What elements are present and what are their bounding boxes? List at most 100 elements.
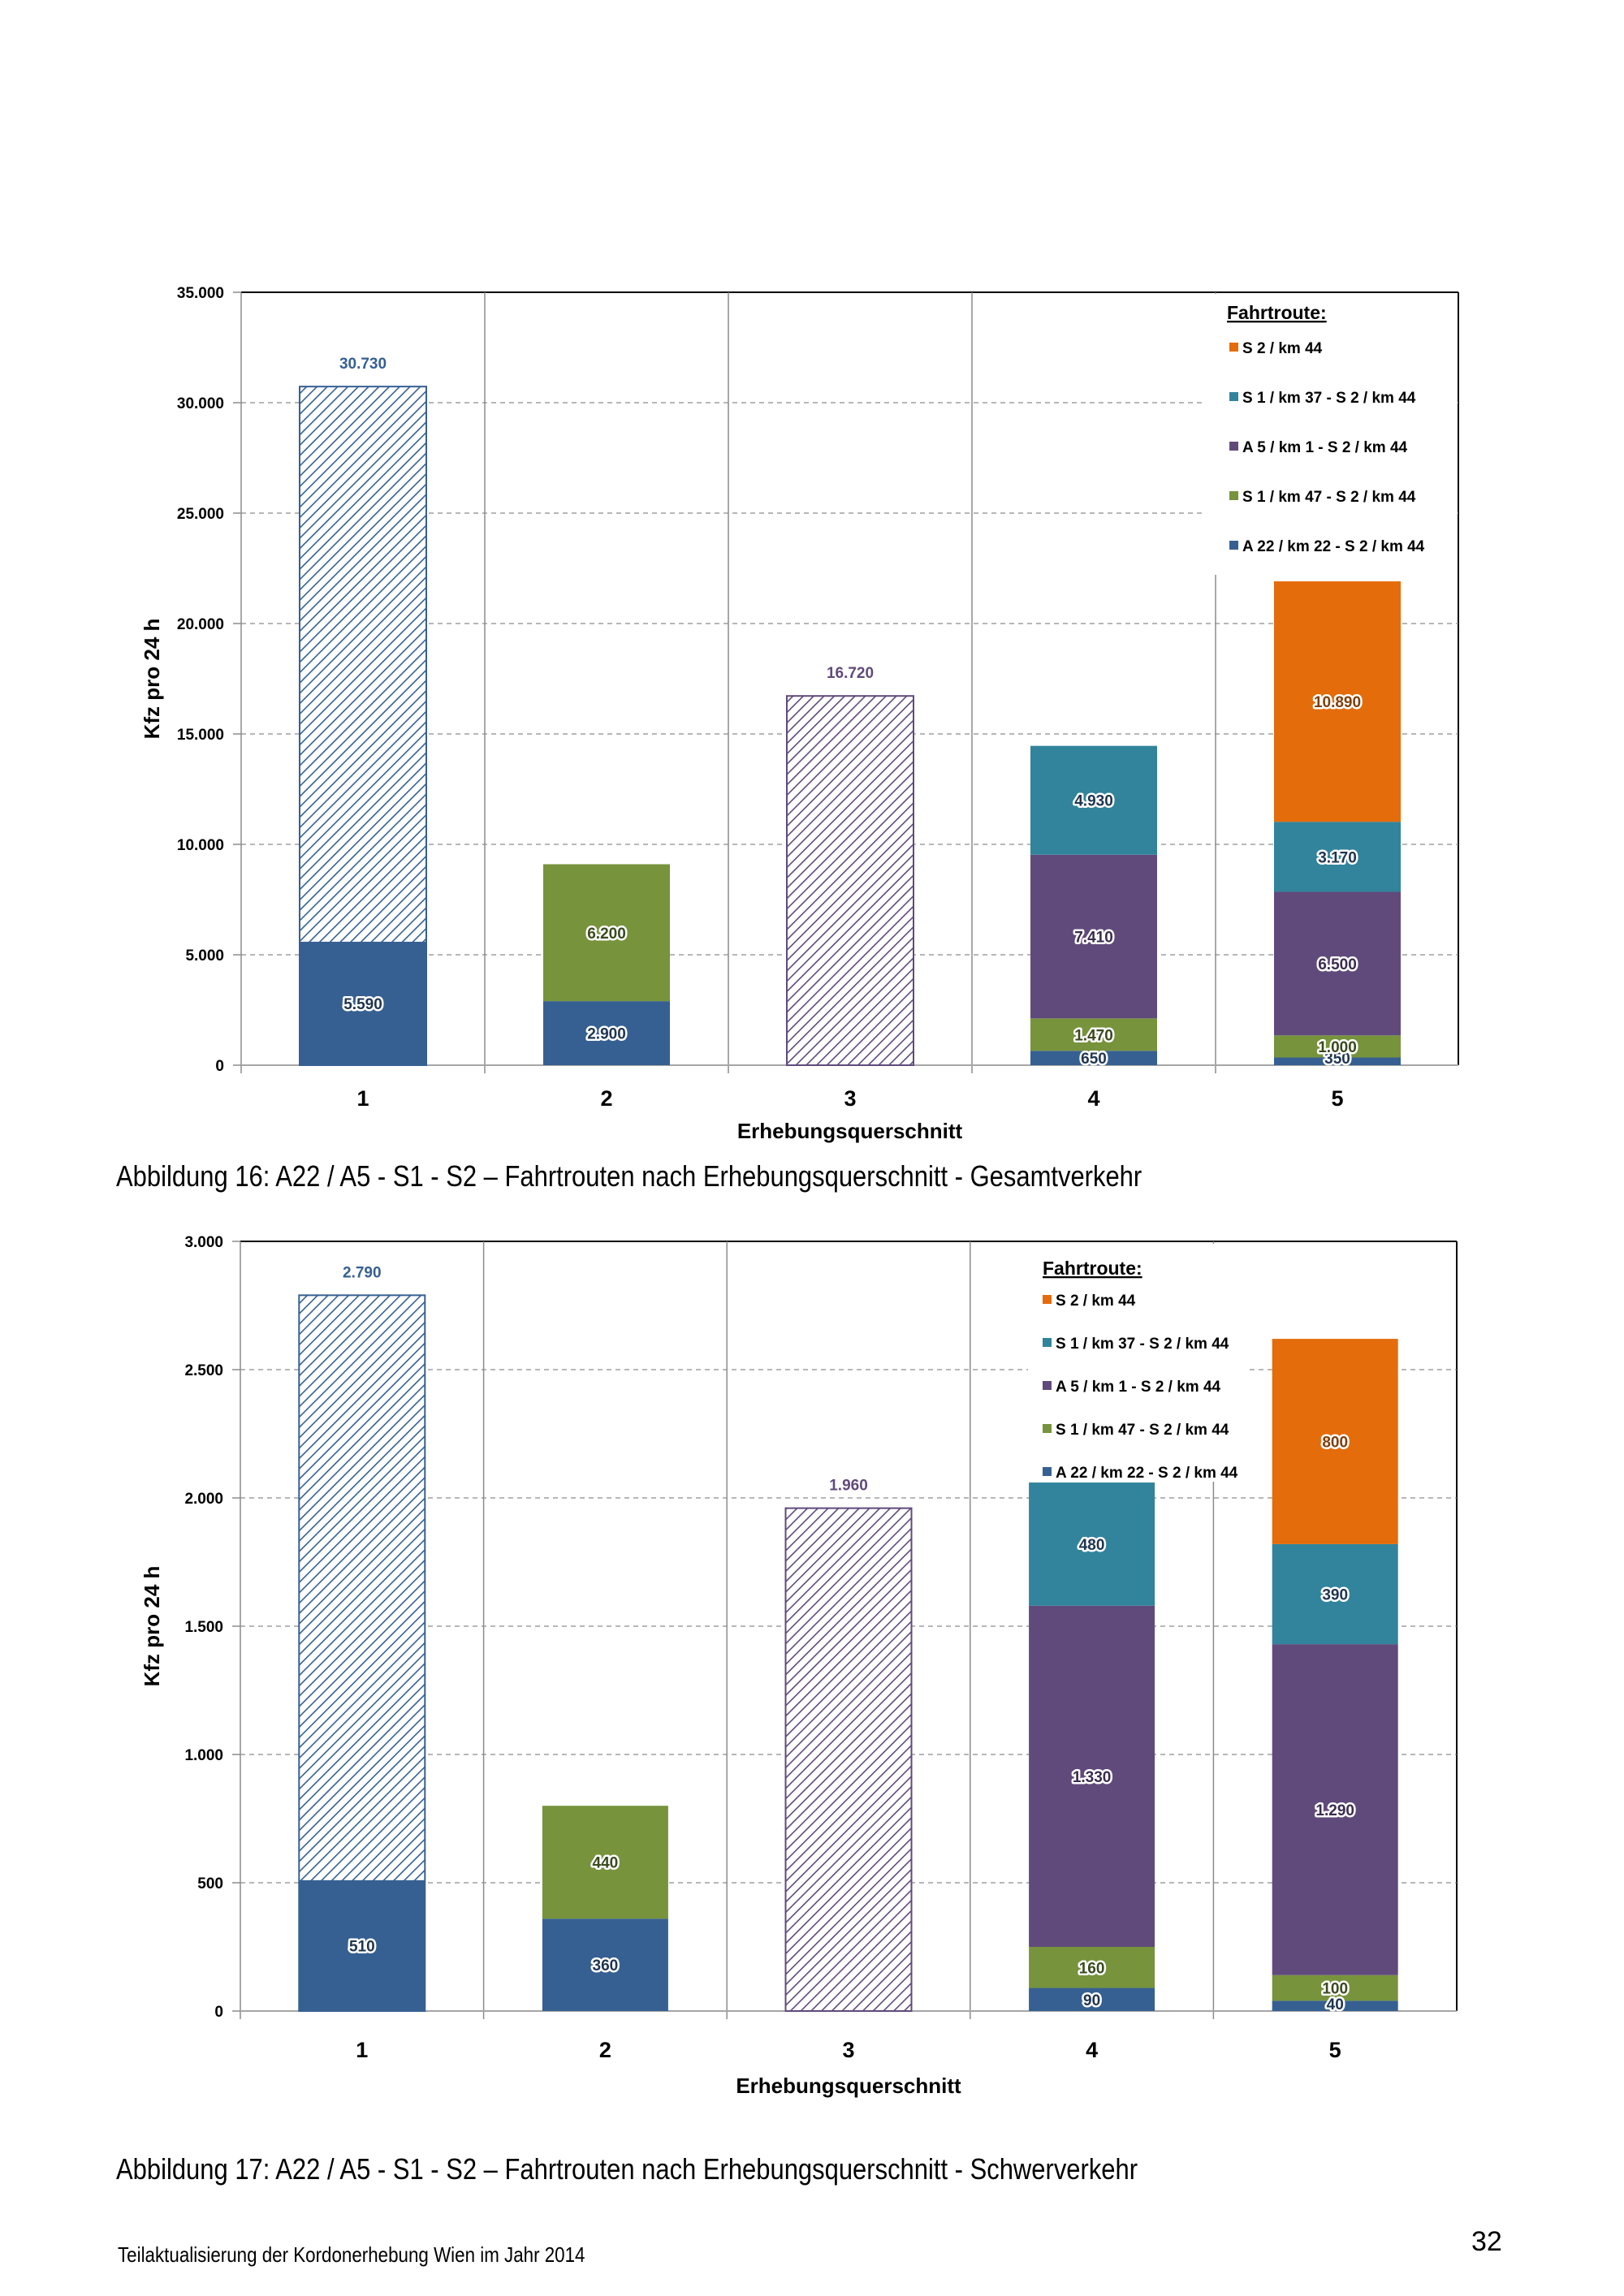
legend-item-label: A 5 / km 1 - S 2 / km 44 [1242,439,1408,456]
bar-segment-s1-37 [1030,745,1157,855]
legend-title: Fahrtroute: [1043,1258,1142,1279]
legend-box [1204,294,1458,575]
y-tick-label: 2.000 [184,1491,223,1508]
x-tick-label: 2 [600,1086,612,1111]
total-data-label: 1.960 [829,1478,868,1495]
figure-17-caption: Abbildung 17: A22 / A5 - S1 - S2 – Fahrt… [116,2152,1138,2186]
bar-segment-s1-47 [1029,1947,1155,1988]
legend-item-label: A 22 / km 22 - S 2 / km 44 [1056,1465,1238,1482]
legend-swatch-s2 [1043,1295,1052,1304]
segment-data-label: 350 [1324,1051,1350,1068]
segment-data-label: 510 [349,1938,375,1955]
legend-item-label: S 1 / km 37 - S 2 / km 44 [1242,390,1416,407]
x-tick-label: 4 [1087,1086,1099,1111]
bar-segment-a22 [1030,1051,1157,1065]
bar-segment-a22 [1274,1057,1401,1065]
segment-data-label: 7.410 [1074,930,1113,947]
x-tick-label: 5 [1331,1086,1343,1111]
total-data-label: 2.790 [343,1264,382,1281]
bar-segment-s1-47 [1030,1018,1157,1051]
bar-segment-a5 [1029,1605,1155,1947]
legend-swatch-s1-47 [1043,1424,1052,1433]
bar-segment-s2 [1272,1339,1398,1544]
segment-data-label: 5.590 [343,996,382,1013]
segment-data-label: 390 [1322,1587,1348,1604]
bar-segment-s2 [1274,581,1401,822]
y-tick-label: 1.500 [184,1619,223,1636]
x-tick-label: 3 [842,2038,854,2062]
segment-data-label: 3.170 [1318,849,1357,866]
legend-item-label: S 1 / km 47 - S 2 / km 44 [1242,489,1416,506]
hatched-total-bar [784,1507,913,2012]
x-tick-label: 5 [1329,2038,1341,2062]
x-tick-label: 1 [356,2038,368,2062]
legend-swatch-s1-37 [1043,1338,1052,1347]
y-axis-title: Kfz pro 24 h [140,1566,164,1687]
bar-segment-s1-37 [1274,822,1401,892]
page-number: 32 [1471,2226,1502,2257]
x-tick-label: 4 [1086,2038,1098,2062]
figure-16-caption: Abbildung 16: A22 / A5 - S1 - S2 – Fahrt… [116,1159,1142,1193]
y-tick-label: 25.000 [177,506,224,523]
bar-segment-a22 [299,1880,425,2011]
legend-item-label: A 5 / km 1 - S 2 / km 44 [1056,1379,1221,1396]
segment-data-label: 6.500 [1318,956,1357,973]
segment-data-label: 1.000 [1318,1039,1357,1056]
legend-box [1028,1244,1247,1482]
segment-data-label: 4.930 [1074,793,1113,810]
bar-segment-s1-47 [1272,1974,1398,2001]
y-tick-label: 10.000 [177,837,224,854]
legend-swatch-s1-37 [1229,392,1238,401]
x-tick-label: 3 [844,1086,856,1111]
segment-data-label: 6.200 [587,926,626,943]
bar-segment-a22 [543,1001,670,1065]
segment-data-label: 1.290 [1315,1802,1354,1819]
legend-item-label: S 2 / km 44 [1056,1293,1136,1310]
y-tick-label: 20.000 [177,616,224,633]
legend-item-label: S 1 / km 47 - S 2 / km 44 [1056,1422,1229,1439]
y-tick-label: 35.000 [177,285,224,302]
segment-data-label: 360 [593,1957,619,1974]
y-tick-label: 1.000 [184,1747,223,1764]
segment-data-label: 480 [1079,1537,1105,1554]
y-tick-label: 5.000 [185,947,224,965]
segment-data-label: 10.890 [1314,694,1361,711]
segment-data-label: 40 [1327,1996,1344,2013]
bar-segment-s1-37 [1029,1482,1155,1606]
segment-data-label: 100 [1322,1981,1348,1998]
x-tick-label: 1 [356,1086,369,1111]
bar-segment-a22 [1029,1987,1155,2011]
segment-data-label: 1.330 [1073,1769,1112,1786]
y-tick-label: 0 [215,1058,224,1075]
bar-segment-s1-37 [1272,1543,1398,1645]
segment-data-label: 650 [1081,1051,1107,1068]
bar-segment-s1-47 [542,1806,668,1919]
y-tick-label: 0 [214,2004,223,2021]
segment-data-label: 800 [1322,1434,1348,1451]
total-data-label: 30.730 [339,356,387,373]
legend-swatch-s2 [1229,343,1238,352]
segment-data-label: 160 [1079,1960,1105,1977]
bar-segment-s1-47 [543,864,670,1002]
bar-segment-a5 [1272,1644,1398,1975]
segment-data-label: 2.900 [587,1026,626,1043]
y-tick-label: 2.500 [184,1362,223,1379]
segment-data-label: 90 [1083,1992,1100,2009]
y-tick-label: 500 [197,1875,223,1892]
bar-segment-a22 [300,941,426,1065]
bar-segment-a5 [1030,854,1157,1019]
bar-segment-a22 [1272,2000,1398,2011]
x-axis-title: Erhebungsquerschnitt [736,2074,961,2098]
legend-item-label: S 2 / km 44 [1242,340,1323,357]
total-data-label: 16.720 [827,665,874,682]
legend-swatch-s1-47 [1229,491,1238,500]
bar-segment-s1-47 [1274,1035,1401,1058]
segment-data-label: 1.470 [1074,1027,1113,1044]
x-axis-title: Erhebungsquerschnitt [737,1119,963,1143]
y-tick-label: 30.000 [177,395,224,412]
y-tick-label: 3.000 [184,1234,223,1251]
footer-text: Teilaktualisierung der Kordonerhebung Wi… [118,2242,585,2267]
chart-gesamtverkehr: 0 5.000 10.000 15.000 20.000 25.000 30.000 35.0… [140,285,1459,1143]
segment-data-label: 440 [593,1855,619,1872]
